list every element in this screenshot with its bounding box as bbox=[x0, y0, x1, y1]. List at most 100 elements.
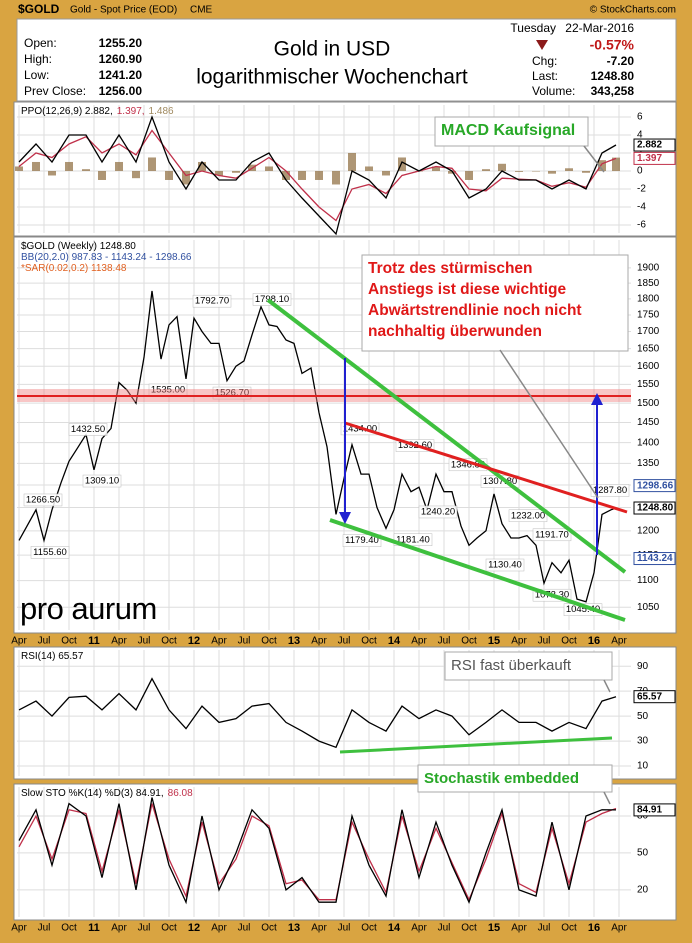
annotation: 1266.50 bbox=[26, 494, 60, 505]
annotation-box bbox=[342, 534, 382, 547]
x-tick-label: Apr bbox=[511, 636, 527, 647]
value-tag-label: 65.57 bbox=[637, 691, 662, 702]
value-tag-label: 2.882 bbox=[637, 140, 662, 151]
callout-box bbox=[417, 764, 613, 793]
x-tick-label: Oct bbox=[361, 923, 377, 934]
last-label: Last: bbox=[532, 69, 558, 83]
x-tick-label: Oct bbox=[561, 636, 577, 647]
trend-line bbox=[344, 421, 628, 514]
arrowhead bbox=[591, 393, 603, 405]
annotation-box bbox=[532, 528, 572, 542]
value-tag-label: 1298.66 bbox=[637, 480, 674, 491]
histogram-bar bbox=[298, 170, 306, 180]
y-tick-label: 4 bbox=[637, 130, 643, 141]
x-tick-label: 16 bbox=[588, 922, 600, 934]
legend-entry: RSI(14) 65.57 bbox=[21, 651, 84, 662]
date: 22-Mar-2016 bbox=[565, 21, 634, 35]
x-tick-label: Oct bbox=[161, 636, 177, 647]
annotation: 1045.40 bbox=[566, 604, 600, 615]
y-tick-label: 1050 bbox=[637, 602, 660, 613]
x-tick-label: 13 bbox=[288, 635, 300, 647]
exchange: CME bbox=[190, 5, 213, 16]
x-tick-label: 11 bbox=[88, 635, 100, 647]
histogram-bar bbox=[182, 170, 190, 185]
callout-text: RSI fast überkauft bbox=[451, 657, 572, 674]
histogram-bar bbox=[612, 157, 620, 171]
annotation: 1798.10 bbox=[255, 294, 289, 305]
y-tick-label: 1400 bbox=[637, 437, 660, 448]
legend-entry: *SAR(0.02,0.2) 1138.48 bbox=[21, 263, 127, 274]
x-tick-label: Jul bbox=[238, 923, 251, 934]
low-label: Low: bbox=[24, 68, 49, 82]
histogram-bar bbox=[148, 157, 156, 171]
x-tick-label: Jul bbox=[438, 636, 451, 647]
callout-text: nachhaltig überwunden bbox=[368, 323, 542, 340]
legend-entry: BB(20,2.0) 987.83 - 1143.24 - 1298.66 bbox=[21, 252, 192, 263]
legend-entry: 86.08 bbox=[168, 788, 193, 799]
x-tick-label: Apr bbox=[211, 923, 227, 934]
annotation: 1130.40 bbox=[488, 560, 522, 571]
x-tick-label: Apr bbox=[111, 636, 127, 647]
x-tick-label: Apr bbox=[111, 923, 127, 934]
volume: 343,258 bbox=[591, 84, 635, 98]
histogram-bar bbox=[448, 170, 456, 174]
annotation: 1526.70 bbox=[215, 388, 249, 399]
callout-text: Stochastik embedded bbox=[424, 770, 579, 787]
legend-entry: Slow STO %K(14) %D(3) 84.91, bbox=[21, 788, 164, 799]
x-tick-label: Apr bbox=[11, 923, 27, 934]
down-icon bbox=[536, 40, 548, 50]
legend: $GOLD (Weekly) 1248.80 BB(20,2.0) 987.83 … bbox=[21, 241, 192, 274]
legend: RSI(14) 65.57 bbox=[21, 651, 84, 662]
x-tick-label: Oct bbox=[361, 636, 377, 647]
annotation: 1179.40 bbox=[345, 535, 379, 546]
x-tick-label: 15 bbox=[488, 922, 500, 934]
annotation-box bbox=[418, 505, 458, 519]
x-tick-label: 12 bbox=[188, 922, 200, 934]
x-tick-label: Oct bbox=[261, 636, 277, 647]
annotation-box bbox=[590, 484, 630, 497]
callout-text: Abwärtstrendlinie noch nicht bbox=[368, 302, 582, 319]
histogram-bar bbox=[582, 170, 590, 173]
histogram-bar bbox=[432, 166, 440, 171]
histogram-bar bbox=[65, 161, 73, 171]
y-tick-label: 1700 bbox=[637, 326, 660, 337]
x-tick-label: Apr bbox=[211, 636, 227, 647]
x-tick-label: Apr bbox=[411, 923, 427, 934]
value-tag bbox=[633, 138, 676, 152]
pointer bbox=[603, 791, 611, 805]
histogram-bar bbox=[282, 170, 290, 180]
y-tick-label: 1750 bbox=[637, 310, 660, 321]
y-tick-label: -4 bbox=[637, 202, 646, 213]
histogram-bar bbox=[565, 168, 573, 171]
annotation: 1792.70 bbox=[195, 296, 229, 307]
histogram-bar bbox=[198, 161, 206, 171]
annotation-box bbox=[30, 546, 70, 559]
value-tag bbox=[633, 479, 676, 493]
histogram-bar bbox=[215, 170, 223, 176]
trend-line bbox=[329, 518, 626, 622]
header-box bbox=[16, 18, 677, 102]
histogram-bar bbox=[265, 166, 273, 171]
x-tick-label: 14 bbox=[388, 922, 401, 934]
series-line bbox=[18, 290, 617, 603]
x-tick-label: Apr bbox=[11, 636, 27, 647]
y-tick-label: 90 bbox=[637, 661, 649, 672]
y-tick-label: 30 bbox=[637, 736, 649, 747]
annotation-box bbox=[68, 423, 108, 436]
chg: -7.20 bbox=[607, 54, 635, 68]
y-tick-label: 6 bbox=[637, 112, 643, 123]
callout-text: MACD Kaufsignal bbox=[441, 122, 575, 139]
symbol: $GOLD bbox=[18, 2, 60, 16]
x-tick-label: 13 bbox=[288, 922, 300, 934]
histogram-bar bbox=[132, 170, 140, 179]
histogram-bar bbox=[82, 169, 90, 171]
annotation-box bbox=[82, 474, 122, 488]
histogram-bar bbox=[332, 170, 340, 185]
copyright: © StockCharts.com bbox=[590, 5, 676, 16]
histogram-bar bbox=[365, 166, 373, 171]
x-tick-label: Oct bbox=[561, 923, 577, 934]
histogram-bar bbox=[398, 157, 406, 171]
x-tick-label: Oct bbox=[61, 636, 77, 647]
open-label: Open: bbox=[24, 36, 57, 50]
